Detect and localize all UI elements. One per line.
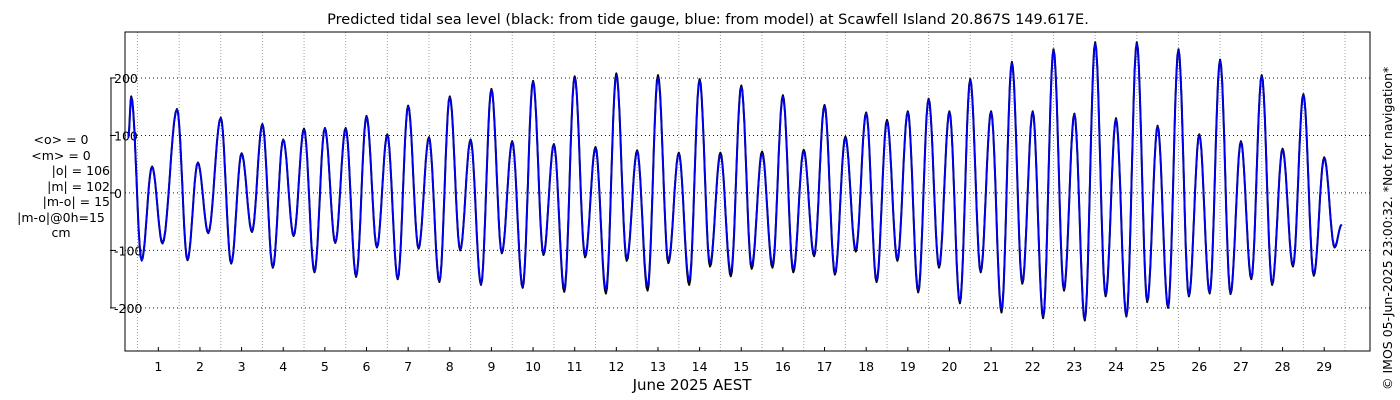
y-tick-label: 200 bbox=[114, 71, 138, 86]
x-tick-label: 8 bbox=[446, 359, 454, 374]
x-tick-label: 12 bbox=[608, 359, 624, 374]
x-tick-label: 21 bbox=[983, 359, 999, 374]
x-tick-label: 11 bbox=[567, 359, 583, 374]
stat-abs-diff: |m-o| = 15 bbox=[42, 194, 110, 209]
stat-abs-observed: |o| = 106 bbox=[51, 163, 110, 178]
x-tick-label: 4 bbox=[279, 359, 287, 374]
x-tick-label: 27 bbox=[1233, 359, 1249, 374]
x-tick-label: 3 bbox=[238, 359, 246, 374]
x-tick-label: 17 bbox=[817, 359, 833, 374]
y-tick-label: 100 bbox=[114, 128, 138, 143]
x-axis-label: June 2025 AEST bbox=[632, 376, 753, 394]
x-tick-label: 9 bbox=[487, 359, 495, 374]
x-tick-label: 25 bbox=[1150, 359, 1166, 374]
y-tick-label: 0 bbox=[114, 186, 122, 201]
series-line-tide-gauge bbox=[127, 41, 1343, 322]
stat-unit: cm bbox=[51, 225, 71, 240]
x-tick-label: 23 bbox=[1066, 359, 1082, 374]
x-tick-label: 28 bbox=[1275, 359, 1291, 374]
stat-mean-observed: <o> = 0 bbox=[33, 132, 89, 147]
plot-frame bbox=[124, 31, 1371, 352]
x-tick-label: 16 bbox=[775, 359, 791, 374]
x-tick-label: 13 bbox=[650, 359, 666, 374]
y-axis: -200 -100 0 100 200 bbox=[110, 71, 142, 316]
x-tick-label: 15 bbox=[733, 359, 749, 374]
x-tick-label: 7 bbox=[404, 359, 412, 374]
x-tick-label: 19 bbox=[900, 359, 916, 374]
grid-lines bbox=[125, 32, 1370, 351]
x-tick-label: 2 bbox=[196, 359, 204, 374]
x-tick-label: 18 bbox=[858, 359, 874, 374]
x-tick-label: 20 bbox=[941, 359, 957, 374]
x-tick-label: 29 bbox=[1316, 359, 1332, 374]
x-tick-label: 24 bbox=[1108, 359, 1124, 374]
statistics-panel: <o> = 0 <m> = 0 |o| = 106 |m| = 102 |m-o… bbox=[6, 132, 116, 241]
chart-title: Predicted tidal sea level (black: from t… bbox=[327, 12, 1089, 28]
x-tick-label: 26 bbox=[1191, 359, 1207, 374]
x-tick-label: 22 bbox=[1025, 359, 1041, 374]
y-tick-label: -200 bbox=[114, 301, 142, 316]
x-axis: 1 2 3 4 5 6 7 8 9 10 11 12 13 14 15 16 17 18 19 20 21 22 23 24 2… bbox=[154, 347, 1332, 374]
stat-mean-model: <m> = 0 bbox=[31, 147, 91, 163]
stat-abs-model: |m| = 102 bbox=[47, 178, 110, 194]
y-tick-label: -100 bbox=[114, 243, 142, 258]
x-tick-label: 6 bbox=[363, 359, 371, 374]
x-tick-label: 5 bbox=[321, 359, 329, 374]
x-tick-label: 10 bbox=[525, 359, 541, 374]
series-lines bbox=[127, 41, 1343, 322]
copyright-note: © IMOS 05-Jun-2025 23:00:32. *Not for na… bbox=[1380, 66, 1395, 390]
x-tick-label: 1 bbox=[154, 359, 162, 374]
x-tick-label: 14 bbox=[692, 359, 708, 374]
stat-abs-diff-0h: |m-o|@0h=15 bbox=[17, 209, 105, 225]
series-line-model bbox=[127, 42, 1343, 320]
